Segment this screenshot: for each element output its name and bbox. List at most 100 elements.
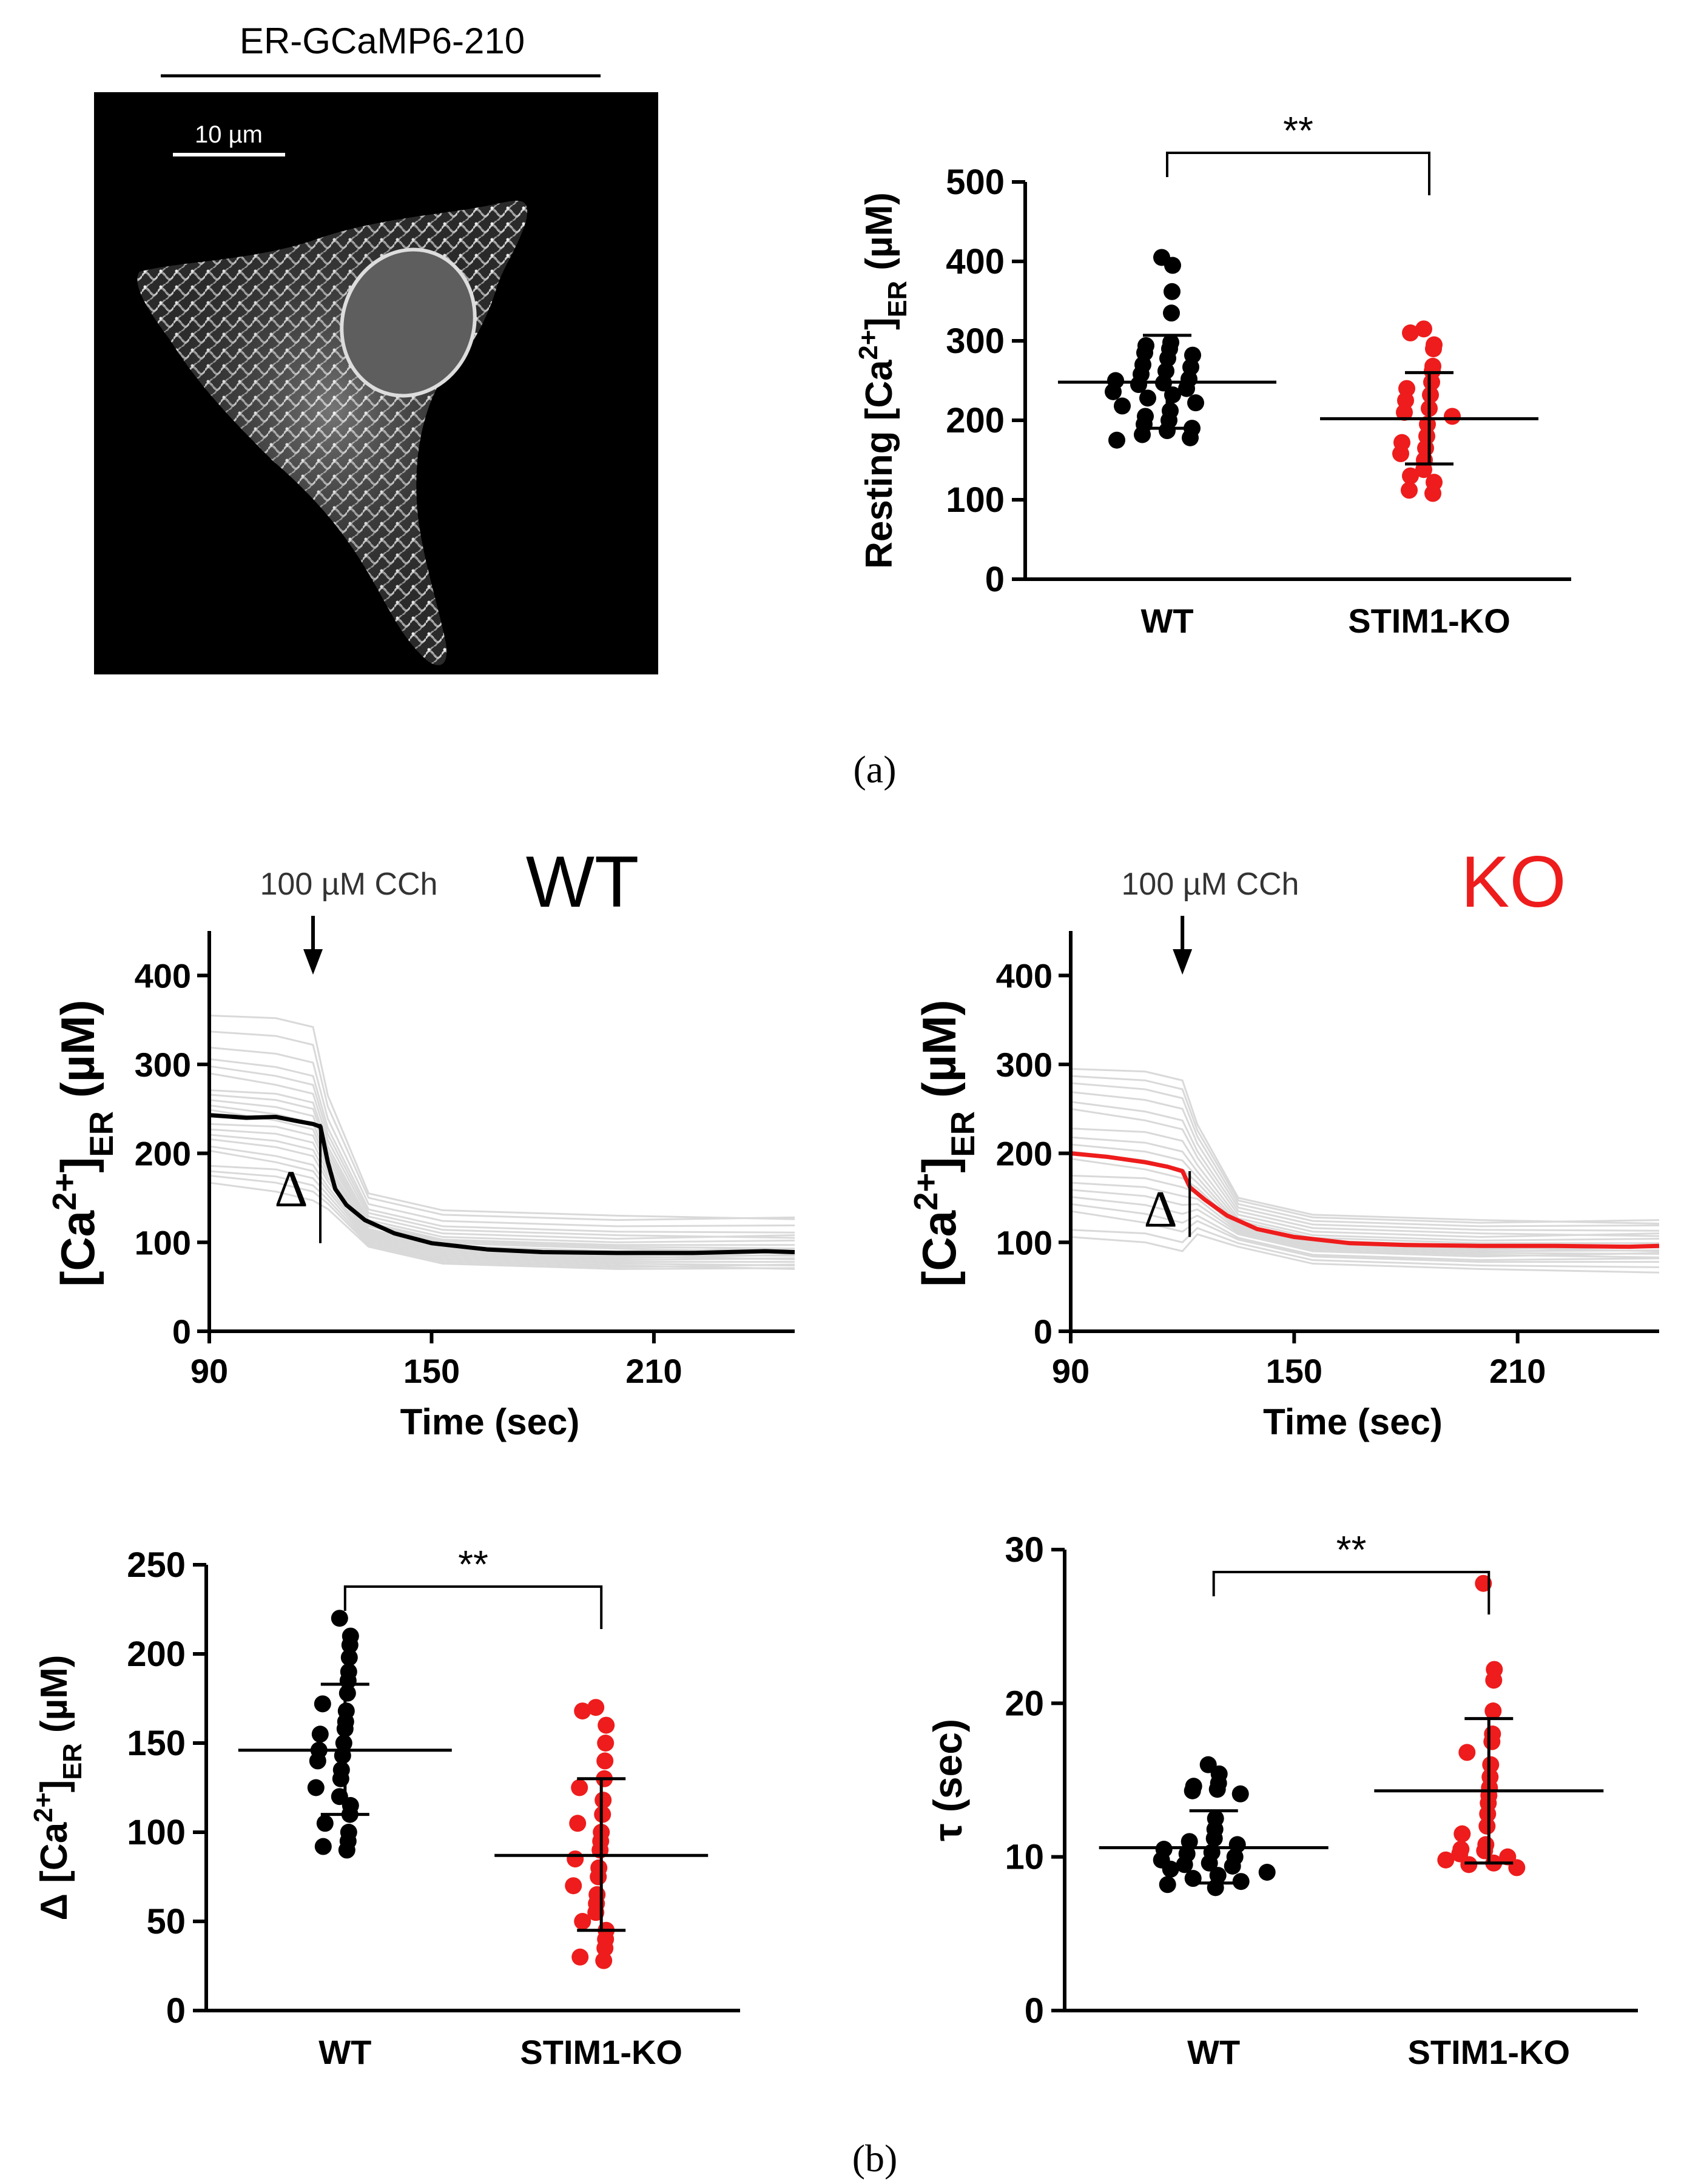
background-trace — [209, 1058, 795, 1234]
data-point — [1423, 374, 1440, 391]
data-point — [574, 1702, 591, 1720]
y-tick-label: 200 — [135, 1135, 191, 1173]
background-trace — [209, 1065, 795, 1239]
data-point — [332, 1770, 349, 1787]
y-tick-label: 10 — [1005, 1838, 1044, 1877]
y-tick-label: 400 — [996, 956, 1053, 995]
data-point — [1208, 1781, 1226, 1798]
data-point — [339, 1684, 356, 1702]
data-point — [1224, 1857, 1241, 1875]
chart-title: WT — [526, 841, 639, 922]
x-tick-label: 150 — [403, 1352, 460, 1390]
background-trace — [1070, 1075, 1660, 1224]
background-trace — [209, 1174, 795, 1268]
y-axis-label: Resting [Ca2+]ER (µM) — [854, 192, 912, 569]
delta-symbol: Δ — [1144, 1180, 1177, 1238]
y-axis-label: [Ca2+]ER (µM) — [908, 1000, 982, 1286]
background-trace — [1070, 1196, 1660, 1258]
data-point — [1460, 1856, 1478, 1873]
y-tick-label: 400 — [135, 956, 191, 995]
background-trace — [1070, 1136, 1659, 1245]
data-point — [565, 1877, 582, 1895]
background-trace — [209, 1104, 795, 1253]
x-tick-label: 90 — [190, 1352, 228, 1390]
tau-scatter-chart: 0 10 20 30 WT STIM1-KO τ (sec) ** — [925, 1528, 1638, 2071]
data-point — [1178, 380, 1195, 397]
data-point — [1478, 1818, 1496, 1835]
data-point — [1163, 304, 1180, 322]
data-point — [598, 1716, 615, 1734]
data-point — [340, 1648, 358, 1666]
data-point — [1108, 431, 1125, 449]
background-trace — [1070, 1189, 1660, 1258]
x-tick-label: 210 — [1489, 1352, 1546, 1390]
data-point — [571, 1948, 589, 1966]
y-tick-label: 200 — [127, 1635, 186, 1674]
x-category-label: STIM1-KO — [1348, 602, 1511, 640]
background-trace — [209, 1014, 795, 1220]
y-tick-label: 300 — [996, 1046, 1053, 1084]
y-tick-label: 100 — [127, 1813, 186, 1852]
data-point — [1396, 403, 1413, 421]
background-trace — [209, 1072, 795, 1240]
data-point — [1392, 445, 1409, 463]
data-point — [307, 1779, 325, 1796]
delta-symbol: Δ — [274, 1160, 308, 1218]
data-point — [341, 1636, 359, 1654]
data-point — [595, 1792, 612, 1809]
data-point — [1484, 1702, 1502, 1719]
background-trace — [1070, 1210, 1659, 1263]
stimulus-annotation: 100 µM CCh — [1122, 867, 1299, 902]
x-category-label: WT — [318, 2033, 371, 2071]
y-tick-label: 150 — [127, 1724, 186, 1763]
background-trace — [209, 1181, 795, 1270]
background-trace — [1070, 1127, 1660, 1242]
data-point — [1182, 429, 1199, 446]
x-category-label: STIM1-KO — [520, 2033, 682, 2071]
data-point — [1139, 389, 1156, 407]
y-axis-label: τ (sec) — [925, 1719, 970, 1841]
y-tick-label: 0 — [172, 1312, 191, 1351]
data-point — [1232, 1873, 1250, 1890]
delta-ca-scatter-chart: 0 50 100 150 200 250 WT STIM1-KO Δ [Ca2+]ER (µM)… — [29, 1542, 740, 2071]
cell-nucleus — [340, 247, 477, 398]
y-tick-label: 0 — [166, 1991, 186, 2031]
background-trace — [1070, 1107, 1660, 1238]
significance-label: ** — [458, 1542, 488, 1586]
micrograph-panel: ER-GCaMP6-210 10 µm — [94, 21, 658, 674]
y-tick-label: 200 — [996, 1135, 1053, 1173]
data-point — [1482, 1756, 1500, 1773]
x-tick-label: 90 — [1052, 1352, 1090, 1390]
data-point — [1159, 422, 1176, 440]
data-point — [1159, 1876, 1176, 1893]
background-trace — [209, 1030, 795, 1221]
y-tick-label: 20 — [1005, 1684, 1044, 1723]
data-point — [571, 1779, 588, 1796]
background-trace — [209, 1164, 795, 1266]
x-category-label: WT — [1187, 2033, 1240, 2071]
data-point — [1415, 320, 1432, 338]
significance-bracket — [1166, 152, 1430, 195]
background-trace — [209, 1149, 795, 1263]
data-point — [1164, 257, 1181, 274]
y-tick-label: 200 — [946, 401, 1005, 440]
x-axis-label: Time (sec) — [400, 1402, 580, 1442]
wt-trace-chart: 0 100 200 300 400 90 150 210 Time (sec) [Ca2+]ER … — [46, 841, 795, 1442]
data-point — [1162, 1860, 1179, 1878]
data-point — [596, 1752, 614, 1770]
data-point — [597, 1735, 615, 1752]
data-point — [567, 1850, 584, 1868]
data-point — [1402, 324, 1419, 341]
data-point — [338, 1841, 355, 1859]
x-axis-label: Time (sec) — [1263, 1402, 1443, 1442]
stimulus-arrowhead — [303, 949, 323, 975]
background-trace — [1070, 1067, 1660, 1225]
y-tick-label: 50 — [146, 1902, 186, 1941]
y-axis-label: Δ [Ca2+]ER (µM) — [29, 1655, 87, 1920]
background-trace — [209, 1089, 795, 1243]
chart-title: KO — [1461, 841, 1566, 922]
y-tick-label: 100 — [135, 1223, 191, 1262]
data-point — [1134, 426, 1151, 443]
x-category-label: WT — [1140, 602, 1193, 640]
